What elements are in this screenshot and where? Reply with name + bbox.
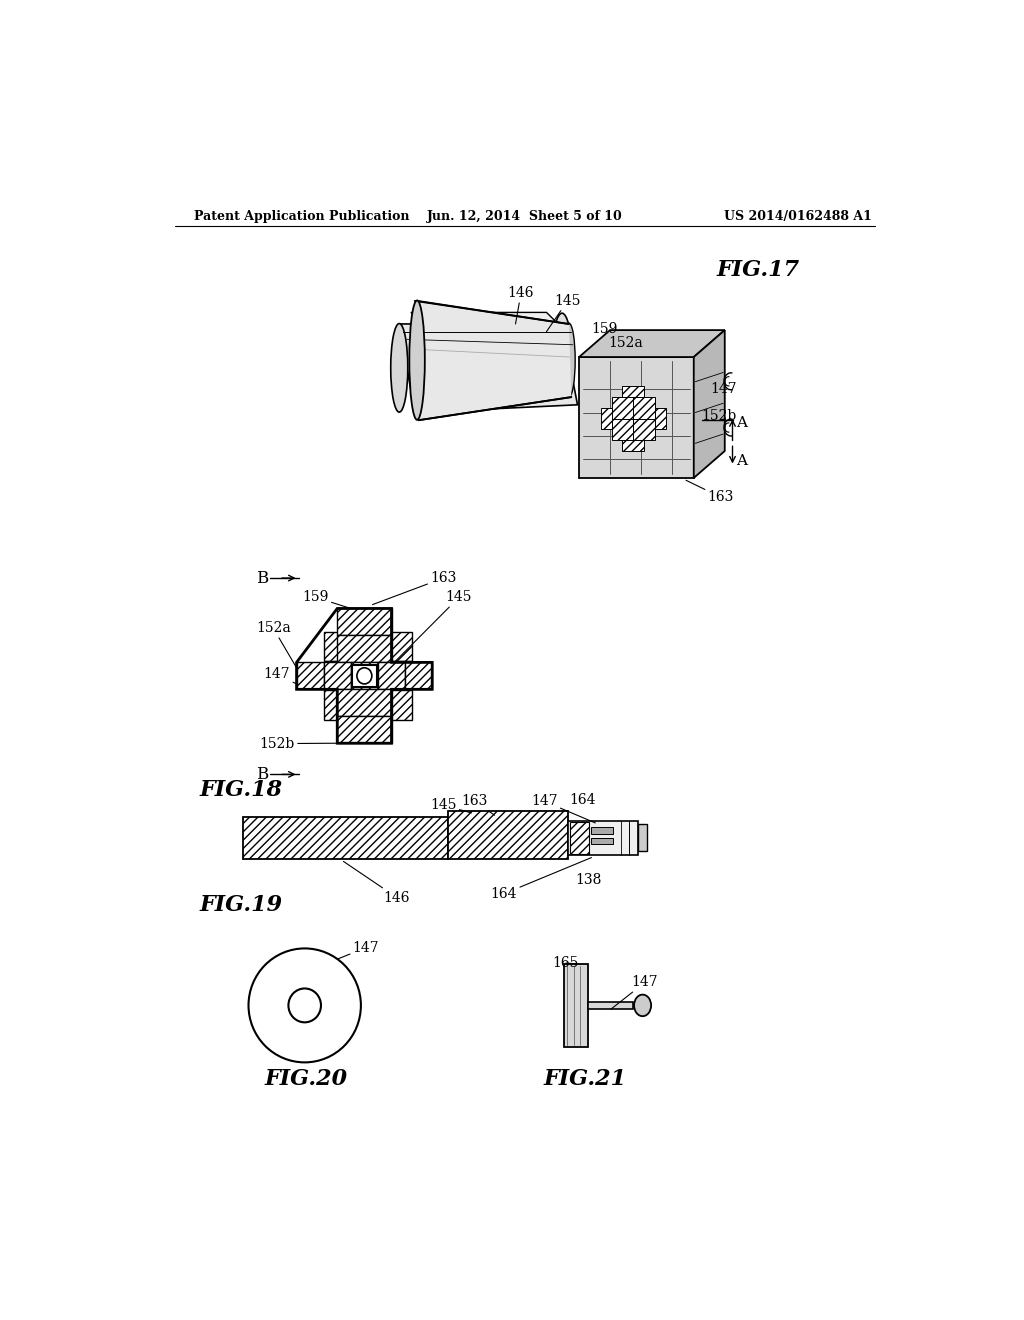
Text: 146: 146: [508, 286, 535, 323]
Ellipse shape: [289, 989, 321, 1022]
Bar: [353, 632, 383, 661]
Text: A: A: [736, 416, 748, 429]
Text: 138: 138: [575, 873, 601, 887]
Bar: [592, 826, 613, 834]
Text: Patent Application Publication: Patent Application Publication: [194, 210, 410, 223]
Ellipse shape: [634, 995, 651, 1016]
Bar: [563, 964, 589, 1047]
Text: 164: 164: [490, 858, 592, 900]
Bar: [324, 690, 353, 719]
Bar: [352, 664, 377, 688]
Text: 145: 145: [547, 294, 581, 331]
Polygon shape: [693, 330, 725, 478]
Bar: [353, 661, 383, 690]
Text: 163: 163: [461, 795, 495, 816]
Text: FIG.20: FIG.20: [264, 1068, 348, 1089]
Bar: [337, 717, 391, 743]
Text: 163: 163: [686, 480, 734, 504]
Bar: [324, 663, 351, 689]
Text: FIG.17: FIG.17: [717, 259, 800, 281]
Bar: [383, 632, 413, 661]
Bar: [633, 397, 655, 418]
Text: 147: 147: [299, 941, 379, 974]
Bar: [592, 837, 613, 845]
Bar: [383, 661, 413, 690]
Text: 159: 159: [592, 322, 617, 337]
Bar: [623, 387, 644, 397]
Bar: [353, 690, 383, 719]
Bar: [611, 418, 633, 441]
Text: 147: 147: [611, 975, 658, 1010]
Text: 152a: 152a: [608, 337, 643, 350]
Ellipse shape: [391, 323, 408, 412]
Text: 152b: 152b: [701, 409, 736, 424]
Bar: [297, 663, 324, 689]
Polygon shape: [399, 323, 578, 412]
Bar: [337, 609, 391, 635]
Ellipse shape: [357, 668, 372, 684]
Ellipse shape: [410, 301, 425, 420]
Bar: [324, 632, 353, 661]
Bar: [655, 408, 666, 429]
Bar: [633, 418, 655, 441]
Text: 164: 164: [569, 793, 596, 807]
Bar: [324, 661, 353, 690]
Bar: [243, 817, 449, 859]
Ellipse shape: [563, 323, 575, 397]
Bar: [611, 397, 633, 418]
Bar: [568, 821, 638, 855]
Bar: [569, 822, 589, 854]
Bar: [337, 689, 391, 717]
Text: FIG.19: FIG.19: [200, 895, 283, 916]
Text: A: A: [736, 454, 748, 469]
Text: 152b: 152b: [260, 737, 337, 751]
Polygon shape: [579, 358, 693, 478]
Text: 147: 147: [711, 383, 737, 396]
Text: FIG.18: FIG.18: [200, 779, 283, 801]
Ellipse shape: [552, 313, 571, 396]
Text: Jun. 12, 2014  Sheet 5 of 10: Jun. 12, 2014 Sheet 5 of 10: [427, 210, 623, 223]
Bar: [337, 635, 391, 663]
Polygon shape: [417, 301, 571, 420]
Text: 165: 165: [553, 956, 580, 970]
Text: 159: 159: [302, 590, 351, 609]
Text: 163: 163: [373, 572, 457, 605]
Polygon shape: [411, 313, 562, 327]
Text: FIG.21: FIG.21: [544, 1068, 627, 1089]
Ellipse shape: [249, 948, 360, 1063]
Bar: [406, 663, 432, 689]
Text: 152a: 152a: [256, 622, 297, 668]
Bar: [601, 408, 611, 429]
Text: 147: 147: [531, 795, 595, 822]
Text: 147: 147: [263, 668, 297, 684]
Text: 146: 146: [343, 862, 411, 904]
Bar: [351, 663, 378, 689]
Bar: [623, 441, 644, 451]
Text: 145: 145: [394, 590, 472, 663]
Ellipse shape: [250, 949, 359, 1061]
Text: B: B: [256, 569, 268, 586]
Text: B: B: [256, 766, 268, 783]
Bar: [638, 825, 647, 851]
Bar: [383, 690, 413, 719]
Bar: [378, 663, 406, 689]
Text: US 2014/0162488 A1: US 2014/0162488 A1: [724, 210, 872, 223]
Polygon shape: [579, 330, 725, 358]
Bar: [449, 810, 568, 859]
Bar: [589, 1002, 633, 1010]
Text: 145: 145: [430, 799, 471, 813]
